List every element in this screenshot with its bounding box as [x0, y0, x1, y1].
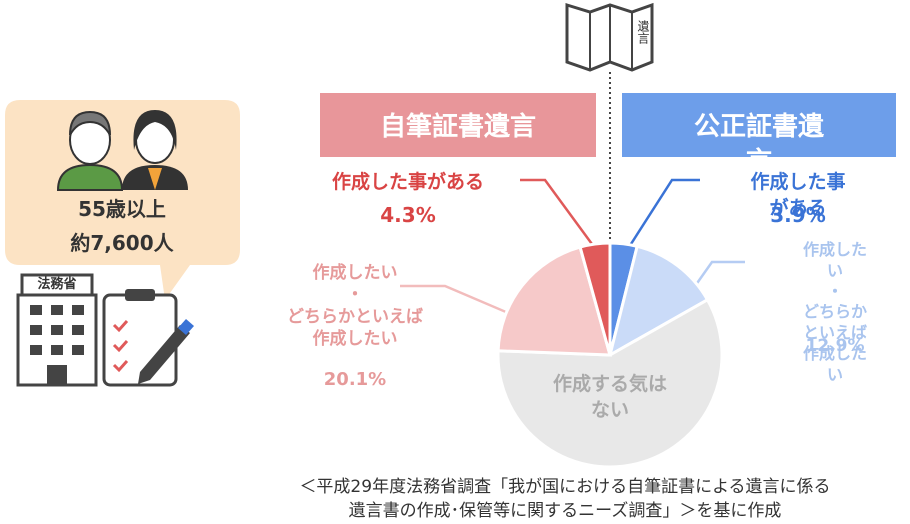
pie-slice: [496, 297, 724, 469]
header: 公正証書遺言: [693, 112, 824, 178]
building-label: 法務省: [37, 277, 77, 292]
value-label: 12.9%: [805, 336, 865, 356]
pie: [496, 241, 724, 469]
source: ＜平成29年度法務省調査「我が国における自筆証書による遺言に係る: [299, 477, 831, 497]
slice-label: 作成した事がある: [750, 171, 846, 219]
pie-slice: [496, 245, 612, 357]
document-icon: [565, 2, 654, 72]
slice-label: 作成したい ・ どちらかといえば 作成したい: [802, 240, 867, 384]
panel-line: 55歳以上: [78, 197, 166, 221]
header: 自筆証書遺言: [379, 112, 537, 142]
speech-bubble: [5, 100, 240, 300]
panel-line: 約7,600人: [70, 231, 174, 255]
clipboard-icon: [102, 289, 194, 387]
pie-slice: [578, 241, 612, 356]
building-icon: [16, 273, 98, 387]
value-label: 4.3%: [380, 203, 436, 227]
value-label: 3.9%: [770, 203, 826, 227]
header-box: [320, 93, 596, 157]
header-box: [622, 93, 896, 157]
slice-label: 作成した事がある: [331, 171, 485, 193]
people-icon: [56, 110, 188, 191]
pie-slice: [607, 244, 710, 359]
document-label: 遺言: [636, 20, 650, 44]
source: 遺言書の作成･保管等に関するニーズ調査」＞を基に作成: [348, 501, 782, 521]
slice-label: 作成する気は ない: [552, 373, 668, 421]
value-label: 20.1%: [323, 369, 387, 390]
slice-label: 作成したい ・ どちらかといえば 作成したい: [287, 263, 423, 350]
